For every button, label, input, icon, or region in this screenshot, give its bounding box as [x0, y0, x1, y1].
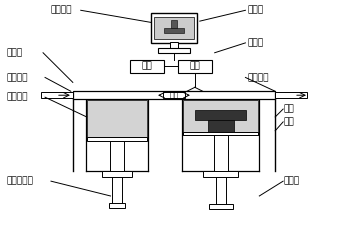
Bar	[109, 203, 125, 208]
Bar	[158, 48, 190, 53]
Bar	[154, 17, 194, 39]
Bar	[183, 132, 258, 135]
Bar	[209, 204, 232, 209]
Bar	[151, 13, 197, 43]
Bar	[214, 135, 228, 171]
Text: 激光束: 激光束	[247, 38, 263, 47]
Bar	[216, 177, 226, 204]
Text: 待用粉末: 待用粉末	[6, 93, 28, 102]
Bar	[275, 92, 307, 98]
Bar	[73, 91, 275, 99]
Bar	[112, 177, 122, 204]
Text: 保护气出: 保护气出	[247, 73, 269, 82]
Text: 计算机: 计算机	[247, 6, 263, 15]
Text: 制件: 制件	[283, 105, 294, 114]
Text: 三维造型: 三维造型	[51, 6, 72, 15]
Bar	[87, 100, 147, 137]
Text: 升降器: 升降器	[283, 177, 299, 186]
Bar	[195, 110, 246, 120]
Bar	[208, 120, 234, 132]
Text: 基板: 基板	[283, 117, 294, 126]
Bar	[183, 100, 258, 135]
Text: 振镜: 振镜	[189, 62, 200, 71]
Bar	[171, 20, 177, 28]
Bar	[102, 171, 132, 177]
Text: 工作箱: 工作箱	[6, 48, 23, 57]
Bar	[170, 42, 178, 48]
Bar	[110, 141, 124, 171]
Bar	[164, 28, 184, 33]
Text: 刮板: 刮板	[169, 91, 179, 100]
Bar	[183, 132, 258, 135]
Text: 送粉升降器: 送粉升降器	[6, 177, 33, 186]
Bar	[87, 137, 147, 141]
Bar	[130, 60, 164, 72]
Text: 保护气进: 保护气进	[6, 73, 28, 82]
Bar	[87, 100, 147, 137]
Text: 激光: 激光	[142, 62, 152, 71]
Bar	[203, 171, 238, 177]
Bar	[163, 92, 185, 98]
Bar	[178, 60, 212, 72]
Bar	[41, 92, 73, 98]
Bar	[183, 100, 258, 135]
